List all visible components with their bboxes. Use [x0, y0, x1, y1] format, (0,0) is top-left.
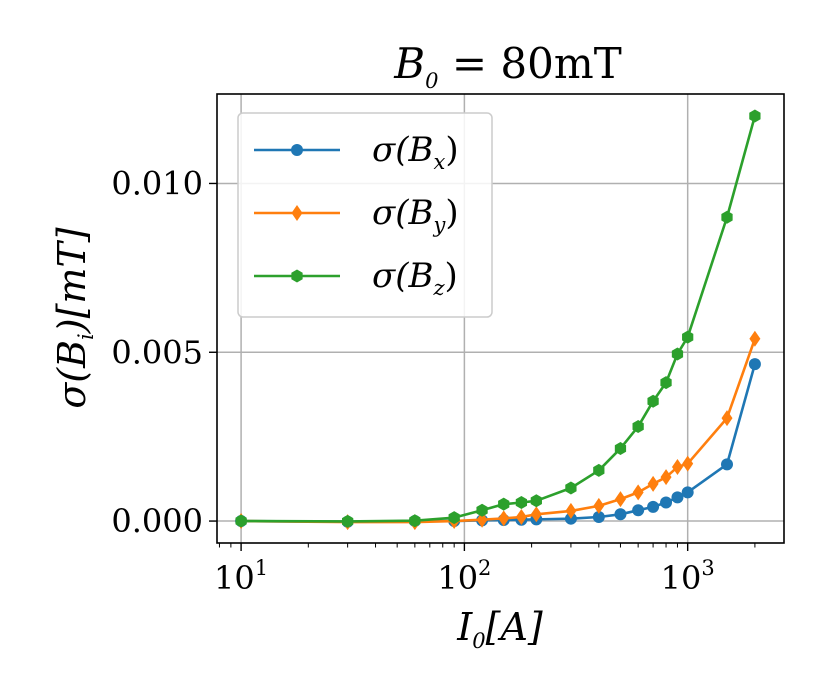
data-point-z — [515, 495, 528, 509]
y-tick-label: 0.000 — [111, 502, 203, 540]
legend-marker — [291, 144, 303, 156]
y-axis-label: σ(Bi)[mT] — [50, 227, 98, 408]
data-point-y — [593, 497, 605, 514]
data-point-y — [671, 459, 683, 476]
data-point-y — [749, 330, 761, 347]
legend-label: σ(Bz) — [372, 256, 458, 300]
legend-frame — [237, 112, 493, 318]
data-point-z — [565, 481, 577, 495]
data-point-z — [749, 109, 761, 123]
data-point-z — [614, 441, 627, 455]
series-x — [235, 358, 761, 528]
legend: σ(Bx) σ(By) σ(Bz) — [237, 112, 493, 318]
data-point-z — [498, 497, 510, 511]
data-point-y — [565, 502, 577, 519]
data-point-x — [748, 358, 761, 371]
plot-frame — [216, 93, 785, 544]
data-point-z — [476, 503, 488, 517]
data-point-z — [342, 514, 354, 528]
legend-entry-x: σ(Bx) — [254, 130, 459, 174]
series-layer — [235, 109, 761, 531]
series-z — [235, 109, 761, 528]
x-tick-label: 103 — [661, 556, 715, 597]
data-point-z — [593, 463, 605, 477]
data-point-z — [448, 511, 460, 525]
data-point-z — [682, 330, 694, 344]
legend-label: σ(Bx) — [372, 130, 459, 174]
data-point-z — [721, 210, 733, 224]
data-point-y — [515, 509, 527, 526]
data-point-z — [632, 420, 644, 434]
data-point-y — [530, 506, 542, 523]
legend-label: σ(By) — [372, 193, 459, 237]
legend-marker — [291, 269, 303, 283]
data-point-x — [647, 500, 660, 513]
data-point-y — [498, 510, 510, 527]
legend-entry-z: σ(Bz) — [254, 256, 458, 300]
chart-title: B0 = 80mT — [393, 39, 621, 93]
data-point-z — [647, 394, 659, 408]
legend-marker — [291, 205, 303, 221]
data-point-x — [671, 491, 684, 504]
data-point-x — [681, 486, 694, 499]
data-point-y — [476, 511, 488, 528]
y-tick-label: 0.010 — [111, 164, 203, 202]
data-point-z — [530, 494, 542, 508]
data-point-x — [660, 496, 673, 509]
data-point-x — [632, 504, 645, 517]
data-point-z — [235, 514, 247, 528]
data-point-z — [660, 376, 672, 390]
legend-entry-y: σ(By) — [254, 193, 459, 237]
data-point-y — [721, 410, 733, 427]
data-point-y — [647, 475, 659, 492]
x-tick-label: 102 — [437, 556, 491, 597]
data-point-x — [720, 458, 733, 471]
data-point-x — [592, 511, 605, 524]
axes-layer — [216, 93, 785, 544]
data-point-y — [632, 484, 644, 501]
y-tick-label: 0.005 — [111, 333, 203, 371]
data-point-z — [409, 514, 421, 528]
ticks-layer: 101 102 103 0.000 0.005 0.010 — [111, 164, 756, 597]
x-axis-label: I0[A] — [456, 605, 543, 653]
x-tick-label: 101 — [214, 556, 268, 597]
data-point-y — [682, 455, 694, 472]
data-point-y — [660, 469, 672, 486]
data-point-z — [671, 347, 684, 361]
data-point-y — [614, 491, 626, 508]
data-point-x — [614, 508, 627, 521]
